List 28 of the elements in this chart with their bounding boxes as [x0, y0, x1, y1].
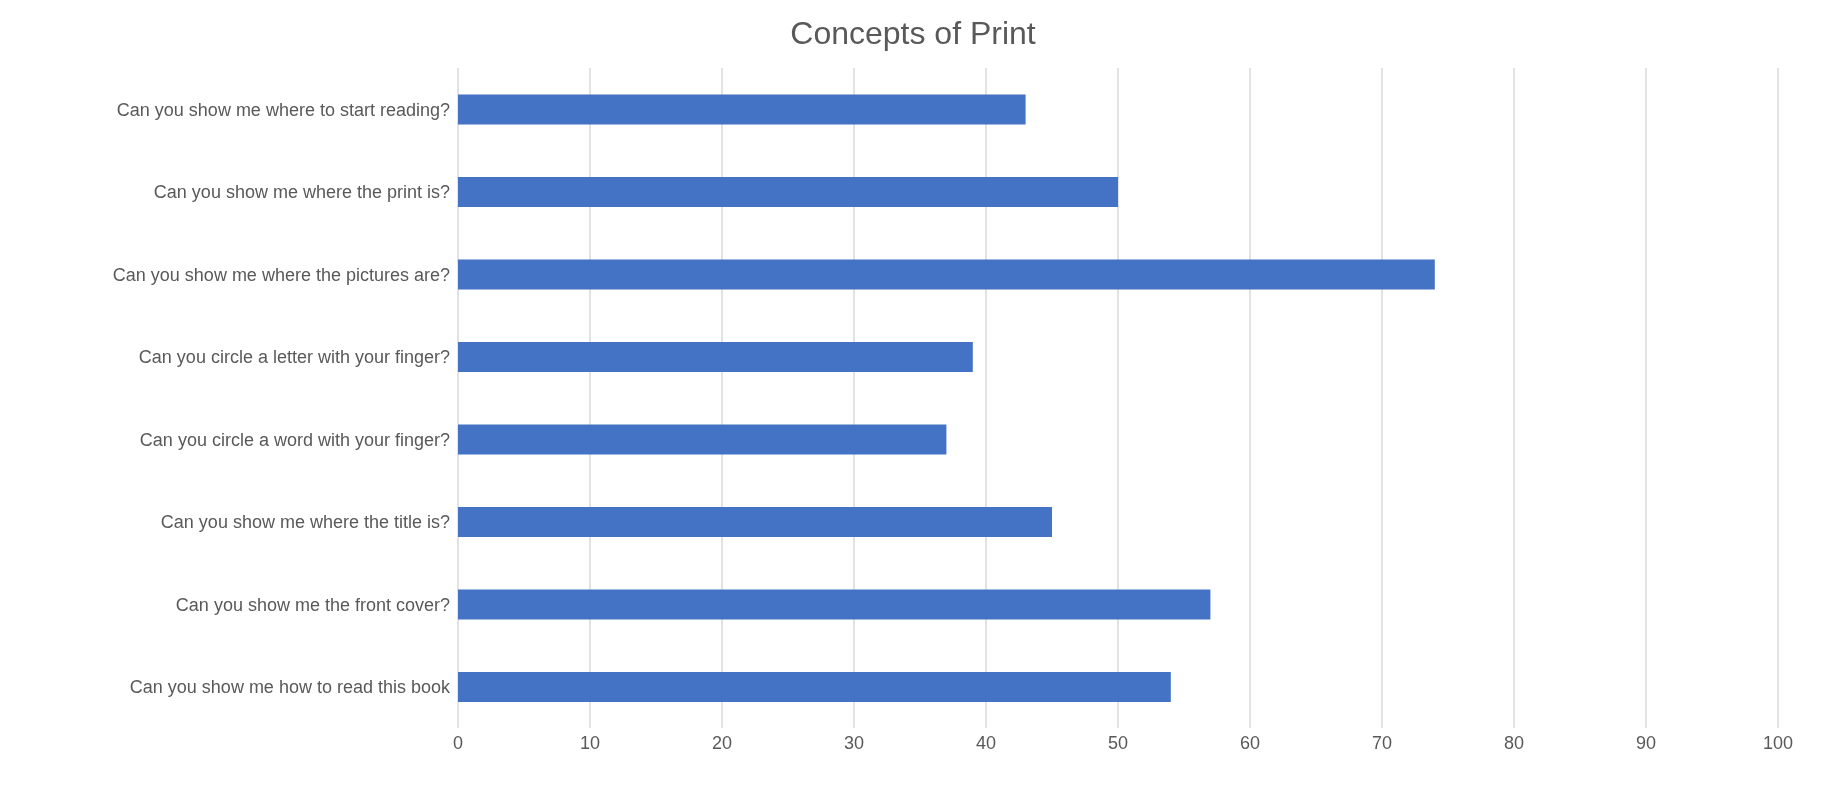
bar [458, 589, 1211, 620]
y-tick-label: Can you show me how to read this book [129, 677, 451, 698]
bar [458, 671, 1171, 702]
bar [458, 506, 1052, 537]
x-tick-label: 40 [975, 732, 997, 753]
bar [458, 424, 947, 455]
y-tick-label: Can you show me where the title is? [160, 512, 450, 533]
x-tick-label: 30 [843, 732, 865, 753]
x-tick-label: 100 [1762, 732, 1794, 753]
bar [458, 341, 973, 372]
y-tick-label: Can you show me where the print is? [153, 182, 450, 203]
y-tick-label: Can you show me the front cover? [175, 594, 450, 615]
y-tick-label: Can you circle a letter with your finger? [138, 347, 450, 368]
y-tick-label: Can you circle a word with your finger? [139, 429, 450, 450]
x-tick-label: 20 [711, 732, 733, 753]
bar [458, 176, 1118, 207]
y-tick-label: Can you show me where the pictures are? [112, 264, 450, 285]
bar [458, 94, 1026, 125]
x-tick-label: 50 [1107, 732, 1129, 753]
x-tick-label: 70 [1371, 732, 1393, 753]
x-tick-label: 10 [579, 732, 601, 753]
x-tick-label: 90 [1635, 732, 1657, 753]
chart-title: Concepts of Print [789, 14, 1037, 53]
bar [458, 259, 1435, 290]
x-tick-label: 80 [1503, 732, 1525, 753]
x-tick-label: 60 [1239, 732, 1261, 753]
x-tick-label: 0 [452, 732, 464, 753]
y-tick-label: Can you show me where to start reading? [116, 99, 450, 120]
